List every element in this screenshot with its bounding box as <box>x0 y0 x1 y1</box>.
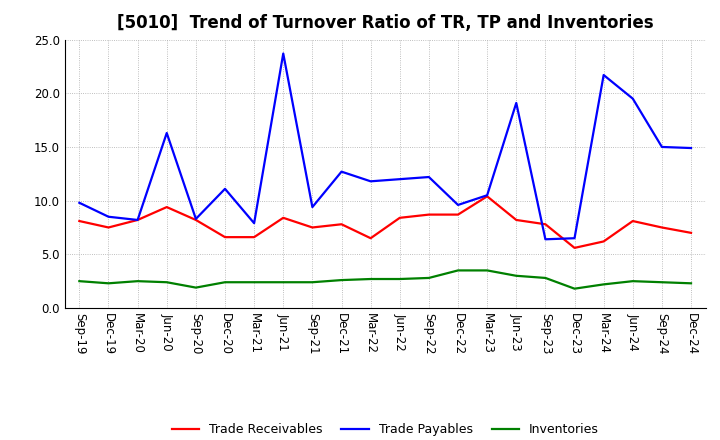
Inventories <box>366 276 375 282</box>
Inventories <box>75 279 84 284</box>
Inventories <box>687 281 696 286</box>
Trade Payables <box>395 176 404 182</box>
Trade Receivables <box>483 194 492 199</box>
Trade Payables <box>192 216 200 221</box>
Trade Receivables <box>104 225 113 230</box>
Trade Receivables <box>395 215 404 220</box>
Trade Payables <box>250 220 258 226</box>
Trade Receivables <box>279 215 287 220</box>
Trade Payables <box>483 193 492 198</box>
Trade Payables <box>570 235 579 241</box>
Trade Payables <box>512 100 521 106</box>
Trade Receivables <box>657 225 666 230</box>
Trade Payables <box>163 130 171 136</box>
Trade Payables <box>104 214 113 220</box>
Inventories <box>629 279 637 284</box>
Inventories <box>599 282 608 287</box>
Trade Receivables <box>687 230 696 235</box>
Trade Payables <box>454 202 462 208</box>
Trade Payables <box>687 145 696 150</box>
Trade Payables <box>599 73 608 78</box>
Trade Payables <box>337 169 346 174</box>
Inventories <box>133 279 142 284</box>
Inventories <box>395 276 404 282</box>
Trade Payables <box>133 217 142 223</box>
Inventories <box>220 279 229 285</box>
Trade Receivables <box>250 235 258 240</box>
Inventories <box>250 279 258 285</box>
Trade Receivables <box>599 239 608 244</box>
Trade Receivables <box>308 225 317 230</box>
Trade Receivables <box>337 222 346 227</box>
Inventories <box>541 275 550 281</box>
Trade Payables <box>75 200 84 205</box>
Title: [5010]  Trend of Turnover Ratio of TR, TP and Inventories: [5010] Trend of Turnover Ratio of TR, TP… <box>117 15 654 33</box>
Inventories <box>512 273 521 279</box>
Inventories <box>337 278 346 283</box>
Trade Receivables <box>75 218 84 224</box>
Trade Receivables <box>220 235 229 240</box>
Trade Receivables <box>512 217 521 223</box>
Trade Payables <box>629 96 637 101</box>
Trade Payables <box>425 174 433 180</box>
Trade Payables <box>541 237 550 242</box>
Trade Payables <box>308 205 317 210</box>
Trade Receivables <box>425 212 433 217</box>
Inventories <box>163 279 171 285</box>
Line: Trade Receivables: Trade Receivables <box>79 196 691 248</box>
Trade Receivables <box>366 235 375 241</box>
Trade Receivables <box>163 205 171 210</box>
Trade Receivables <box>133 217 142 223</box>
Inventories <box>657 279 666 285</box>
Trade Payables <box>657 144 666 150</box>
Legend: Trade Receivables, Trade Payables, Inventories: Trade Receivables, Trade Payables, Inven… <box>166 418 604 440</box>
Trade Receivables <box>541 222 550 227</box>
Inventories <box>104 281 113 286</box>
Trade Receivables <box>570 245 579 250</box>
Inventories <box>192 285 200 290</box>
Line: Trade Payables: Trade Payables <box>79 54 691 239</box>
Line: Inventories: Inventories <box>79 271 691 289</box>
Trade Payables <box>366 179 375 184</box>
Inventories <box>308 279 317 285</box>
Trade Payables <box>279 51 287 56</box>
Inventories <box>483 268 492 273</box>
Inventories <box>570 286 579 291</box>
Inventories <box>425 275 433 281</box>
Trade Payables <box>220 186 229 191</box>
Trade Receivables <box>192 217 200 223</box>
Inventories <box>279 279 287 285</box>
Trade Receivables <box>454 212 462 217</box>
Inventories <box>454 268 462 273</box>
Trade Receivables <box>629 218 637 224</box>
